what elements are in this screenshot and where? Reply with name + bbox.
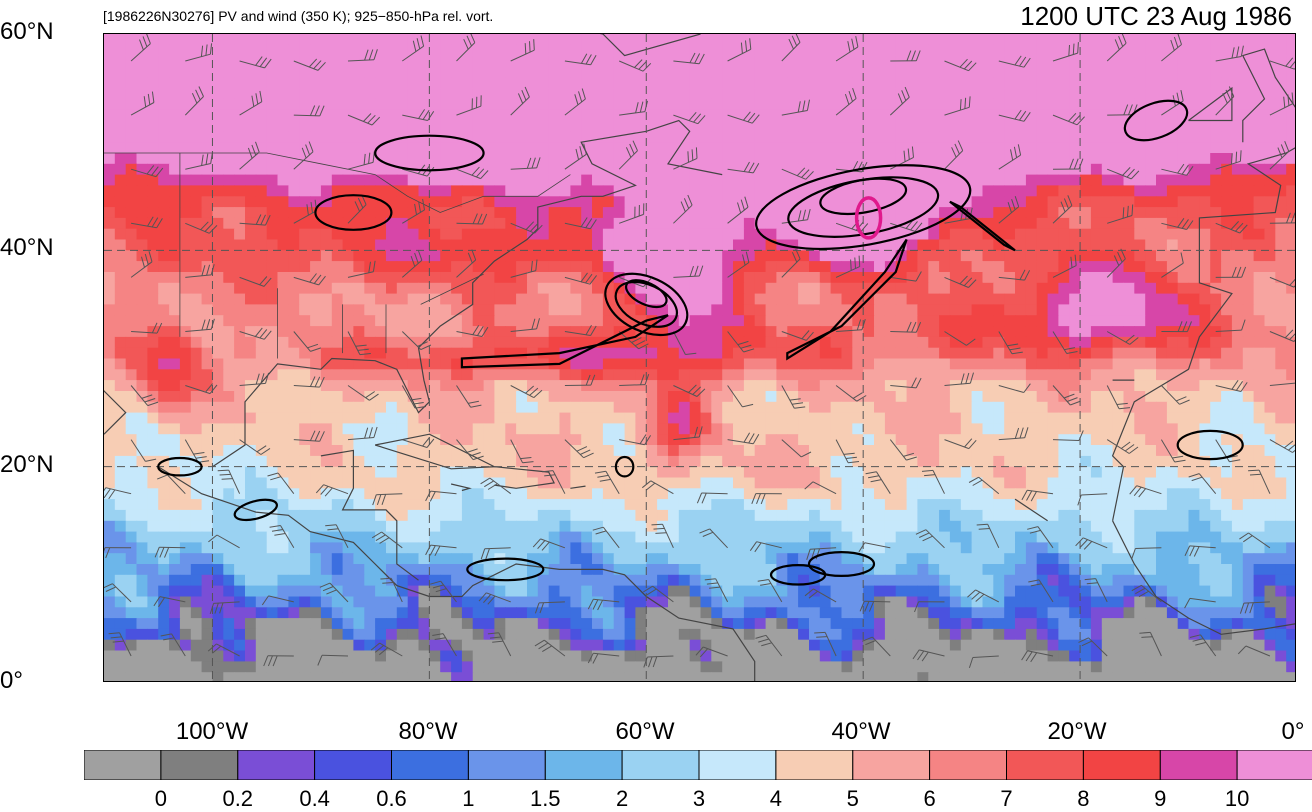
colorbar-swatch [699,750,776,780]
lon-label-80w: 80°W [399,718,458,746]
colorbar-label: 0 [155,786,167,812]
lon-label-0: 0° [1282,718,1305,746]
colorbar-label: 0.6 [376,786,407,812]
map-canvas [104,34,1296,682]
colorbar-swatch [622,750,699,780]
colorbar-label: 2 [616,786,628,812]
colorbar-swatch [468,750,545,780]
colorbar-label: 8 [1077,786,1089,812]
pv-map [103,33,1296,682]
colorbar-label: 1 [462,786,474,812]
lat-label-60n: 60°N [0,18,54,46]
lon-label-40w: 40°W [832,718,891,746]
colorbar-label: 5 [847,786,859,812]
lon-label-100w: 100°W [176,718,248,746]
colorbar-swatch [1237,750,1312,780]
lon-label-60w: 60°W [616,718,675,746]
plot-timestamp: 1200 UTC 23 Aug 1986 [1020,1,1292,32]
colorbar-label: 3 [693,786,705,812]
colorbar-label: 4 [770,786,782,812]
colorbar [84,750,1312,780]
colorbar-swatch [853,750,930,780]
colorbar-label: 7 [1000,786,1012,812]
colorbar-label: 9 [1154,786,1166,812]
colorbar-label: 1.5 [530,786,561,812]
colorbar-swatch [1083,750,1160,780]
colorbar-swatch [84,750,161,780]
colorbar-swatch [161,750,238,780]
colorbar-swatch [392,750,469,780]
colorbar-label: 10 [1225,786,1249,812]
colorbar-swatch [238,750,315,780]
colorbar-swatch [776,750,853,780]
colorbar-swatch [545,750,622,780]
lat-label-20n: 20°N [0,451,54,479]
lat-label-40n: 40°N [0,234,54,262]
colorbar-label: 6 [924,786,936,812]
colorbar-swatch [315,750,392,780]
colorbar-label: 0.2 [222,786,253,812]
pv-field-layer [104,34,1296,682]
plot-subtitle: [1986226N30276] PV and wind (350 K); 925… [103,8,493,24]
colorbar-swatch [1160,750,1237,780]
colorbar-swatch [930,750,1007,780]
lon-label-20w: 20°W [1048,718,1107,746]
lat-label-0: 0° [0,667,23,695]
colorbar-label: 0.4 [299,786,330,812]
colorbar-swatch [1007,750,1084,780]
